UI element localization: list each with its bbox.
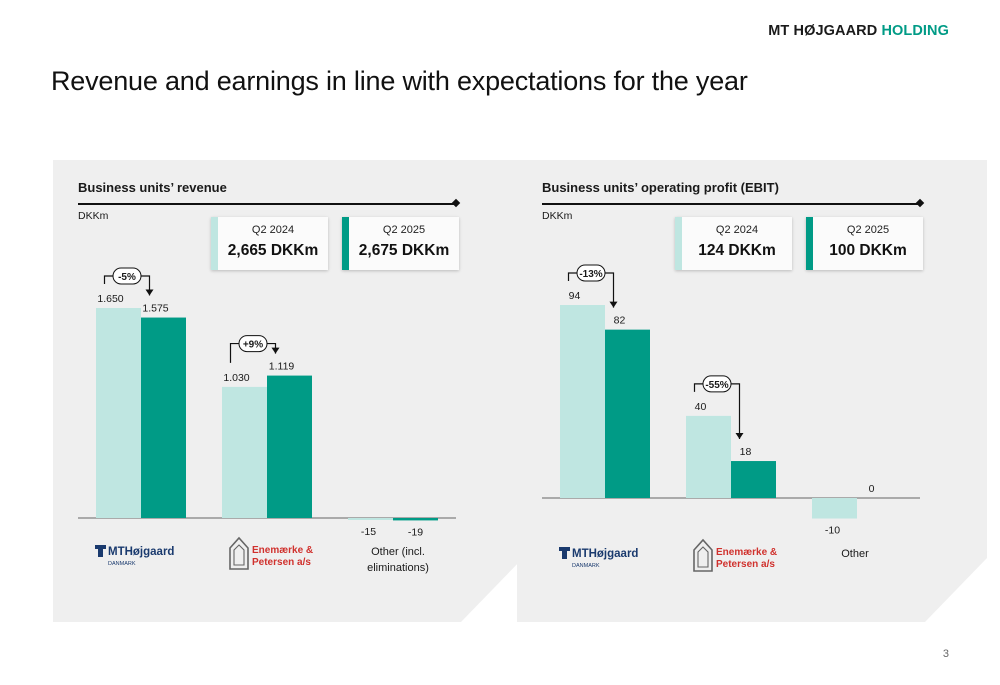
- kpi-color-strip: [211, 217, 218, 270]
- revenue-chart: 1.650 1.575 -5% MTHøjgaard DANMARK 1.030 1.119…: [78, 267, 456, 574]
- data-label: 40: [695, 401, 707, 413]
- kpi-box-q2-2025: Q2 2025 100 DKKm: [806, 217, 923, 270]
- data-label: 1.030: [223, 372, 249, 384]
- bar-q2-2024: [812, 498, 857, 519]
- kpi-box-q2-2025: Q2 2025 2,675 DKKm: [342, 217, 459, 270]
- unit-label: DKKm: [542, 210, 573, 222]
- revenue-panel: Business units’ revenue DKKm Q2 2024 2,6…: [53, 160, 523, 622]
- ebit-chart: 94 82 -13% MTHøjgaard DANMARK 40 18 -55% Enemærk…: [542, 264, 920, 572]
- kpi-period: Q2 2024: [715, 224, 759, 236]
- bar-q2-2025: [267, 375, 312, 518]
- data-label: -15: [361, 526, 376, 538]
- data-label: 1.650: [97, 293, 123, 305]
- mth-logo-sub: DANMARK: [108, 561, 136, 567]
- page-title: Revenue and earnings in line with expect…: [51, 66, 748, 96]
- ep-logo-line2: Petersen a/s: [716, 559, 775, 570]
- change-pill: [238, 335, 268, 353]
- change-label: -5%: [118, 272, 136, 283]
- mth-logo-name: MTHøjgaard: [572, 548, 638, 560]
- mth-logo-sub: DANMARK: [572, 563, 600, 569]
- mth-logo-name: MTHøjgaard: [108, 546, 174, 558]
- change-pill: [112, 267, 142, 285]
- house-inner-icon: [233, 544, 245, 566]
- ep-logo-line2: Petersen a/s: [252, 557, 311, 568]
- category-label: eliminations): [367, 562, 429, 574]
- bar-q2-2024: [560, 305, 605, 498]
- mth-logo-bar-icon: [95, 545, 106, 549]
- arrow-down-icon: [735, 433, 744, 440]
- change-label: -55%: [705, 380, 728, 391]
- kpi-color-strip: [675, 217, 682, 270]
- house-icon: [693, 538, 713, 572]
- data-label: 82: [614, 315, 626, 327]
- brand-holding: HOLDING: [881, 23, 949, 39]
- arrow-down-icon: [145, 289, 154, 296]
- ebit-panel: Business units’ operating profit (EBIT) …: [517, 160, 987, 622]
- data-label: 1.119: [269, 361, 295, 373]
- bar-q2-2024: [348, 518, 393, 520]
- kpi-period: Q2 2025: [846, 224, 890, 236]
- title-rule: [542, 203, 920, 205]
- ep-logo-line1: Enemærke &: [252, 545, 313, 556]
- mth-logo-icon: [98, 545, 103, 557]
- data-label: 18: [740, 446, 752, 458]
- bar-q2-2025: [393, 518, 438, 521]
- kpi-period: Q2 2024: [251, 224, 295, 236]
- arrow-down-icon: [609, 301, 618, 308]
- kpi-value: 100 DKKm: [829, 242, 907, 259]
- kpi-box-q2-2024: Q2 2024 2,665 DKKm: [211, 217, 328, 270]
- data-label: 1.575: [142, 303, 168, 315]
- category-label: Other (incl.: [371, 546, 425, 558]
- category-label: Other: [841, 548, 869, 560]
- data-label: -10: [825, 525, 840, 537]
- kpi-color-strip: [806, 217, 813, 270]
- panel-title: Business units’ revenue: [78, 180, 227, 195]
- bar-q2-2025: [731, 461, 776, 498]
- bar-q2-2024: [222, 386, 267, 518]
- house-inner-icon: [697, 546, 709, 568]
- bar-q2-2024: [686, 415, 731, 498]
- data-label: 94: [569, 290, 581, 302]
- mth-logo-bar-icon: [559, 547, 570, 551]
- brand-name: MT HØJGAARD: [768, 23, 878, 39]
- house-icon: [229, 536, 249, 570]
- arrow-down-icon: [271, 347, 280, 354]
- brand-logo: MT HØJGAARD HOLDING: [768, 23, 949, 39]
- bar-q2-2025: [605, 329, 650, 498]
- unit-label: DKKm: [78, 210, 109, 222]
- kpi-value: 2,665 DKKm: [227, 242, 319, 259]
- mth-logo-icon: [562, 547, 567, 559]
- ep-logo-line1: Enemærke &: [716, 547, 777, 558]
- data-label: -19: [408, 526, 423, 538]
- data-label: 0: [869, 483, 875, 495]
- change-pill: [576, 264, 606, 282]
- page-number: 3: [942, 648, 949, 660]
- change-label: +9%: [243, 340, 263, 351]
- bar-q2-2024: [96, 308, 141, 518]
- kpi-color-strip: [342, 217, 349, 270]
- kpi-period: Q2 2025: [382, 224, 426, 236]
- change-pill: [702, 375, 732, 393]
- kpi-value: 2,675 DKKm: [358, 242, 450, 259]
- title-rule: [78, 203, 456, 205]
- kpi-box-q2-2024: Q2 2024 124 DKKm: [675, 217, 792, 270]
- kpi-value: 124 DKKm: [698, 242, 776, 259]
- panel-title: Business units’ operating profit (EBIT): [542, 180, 779, 195]
- bar-q2-2025: [141, 317, 186, 518]
- change-label: -13%: [579, 269, 602, 280]
